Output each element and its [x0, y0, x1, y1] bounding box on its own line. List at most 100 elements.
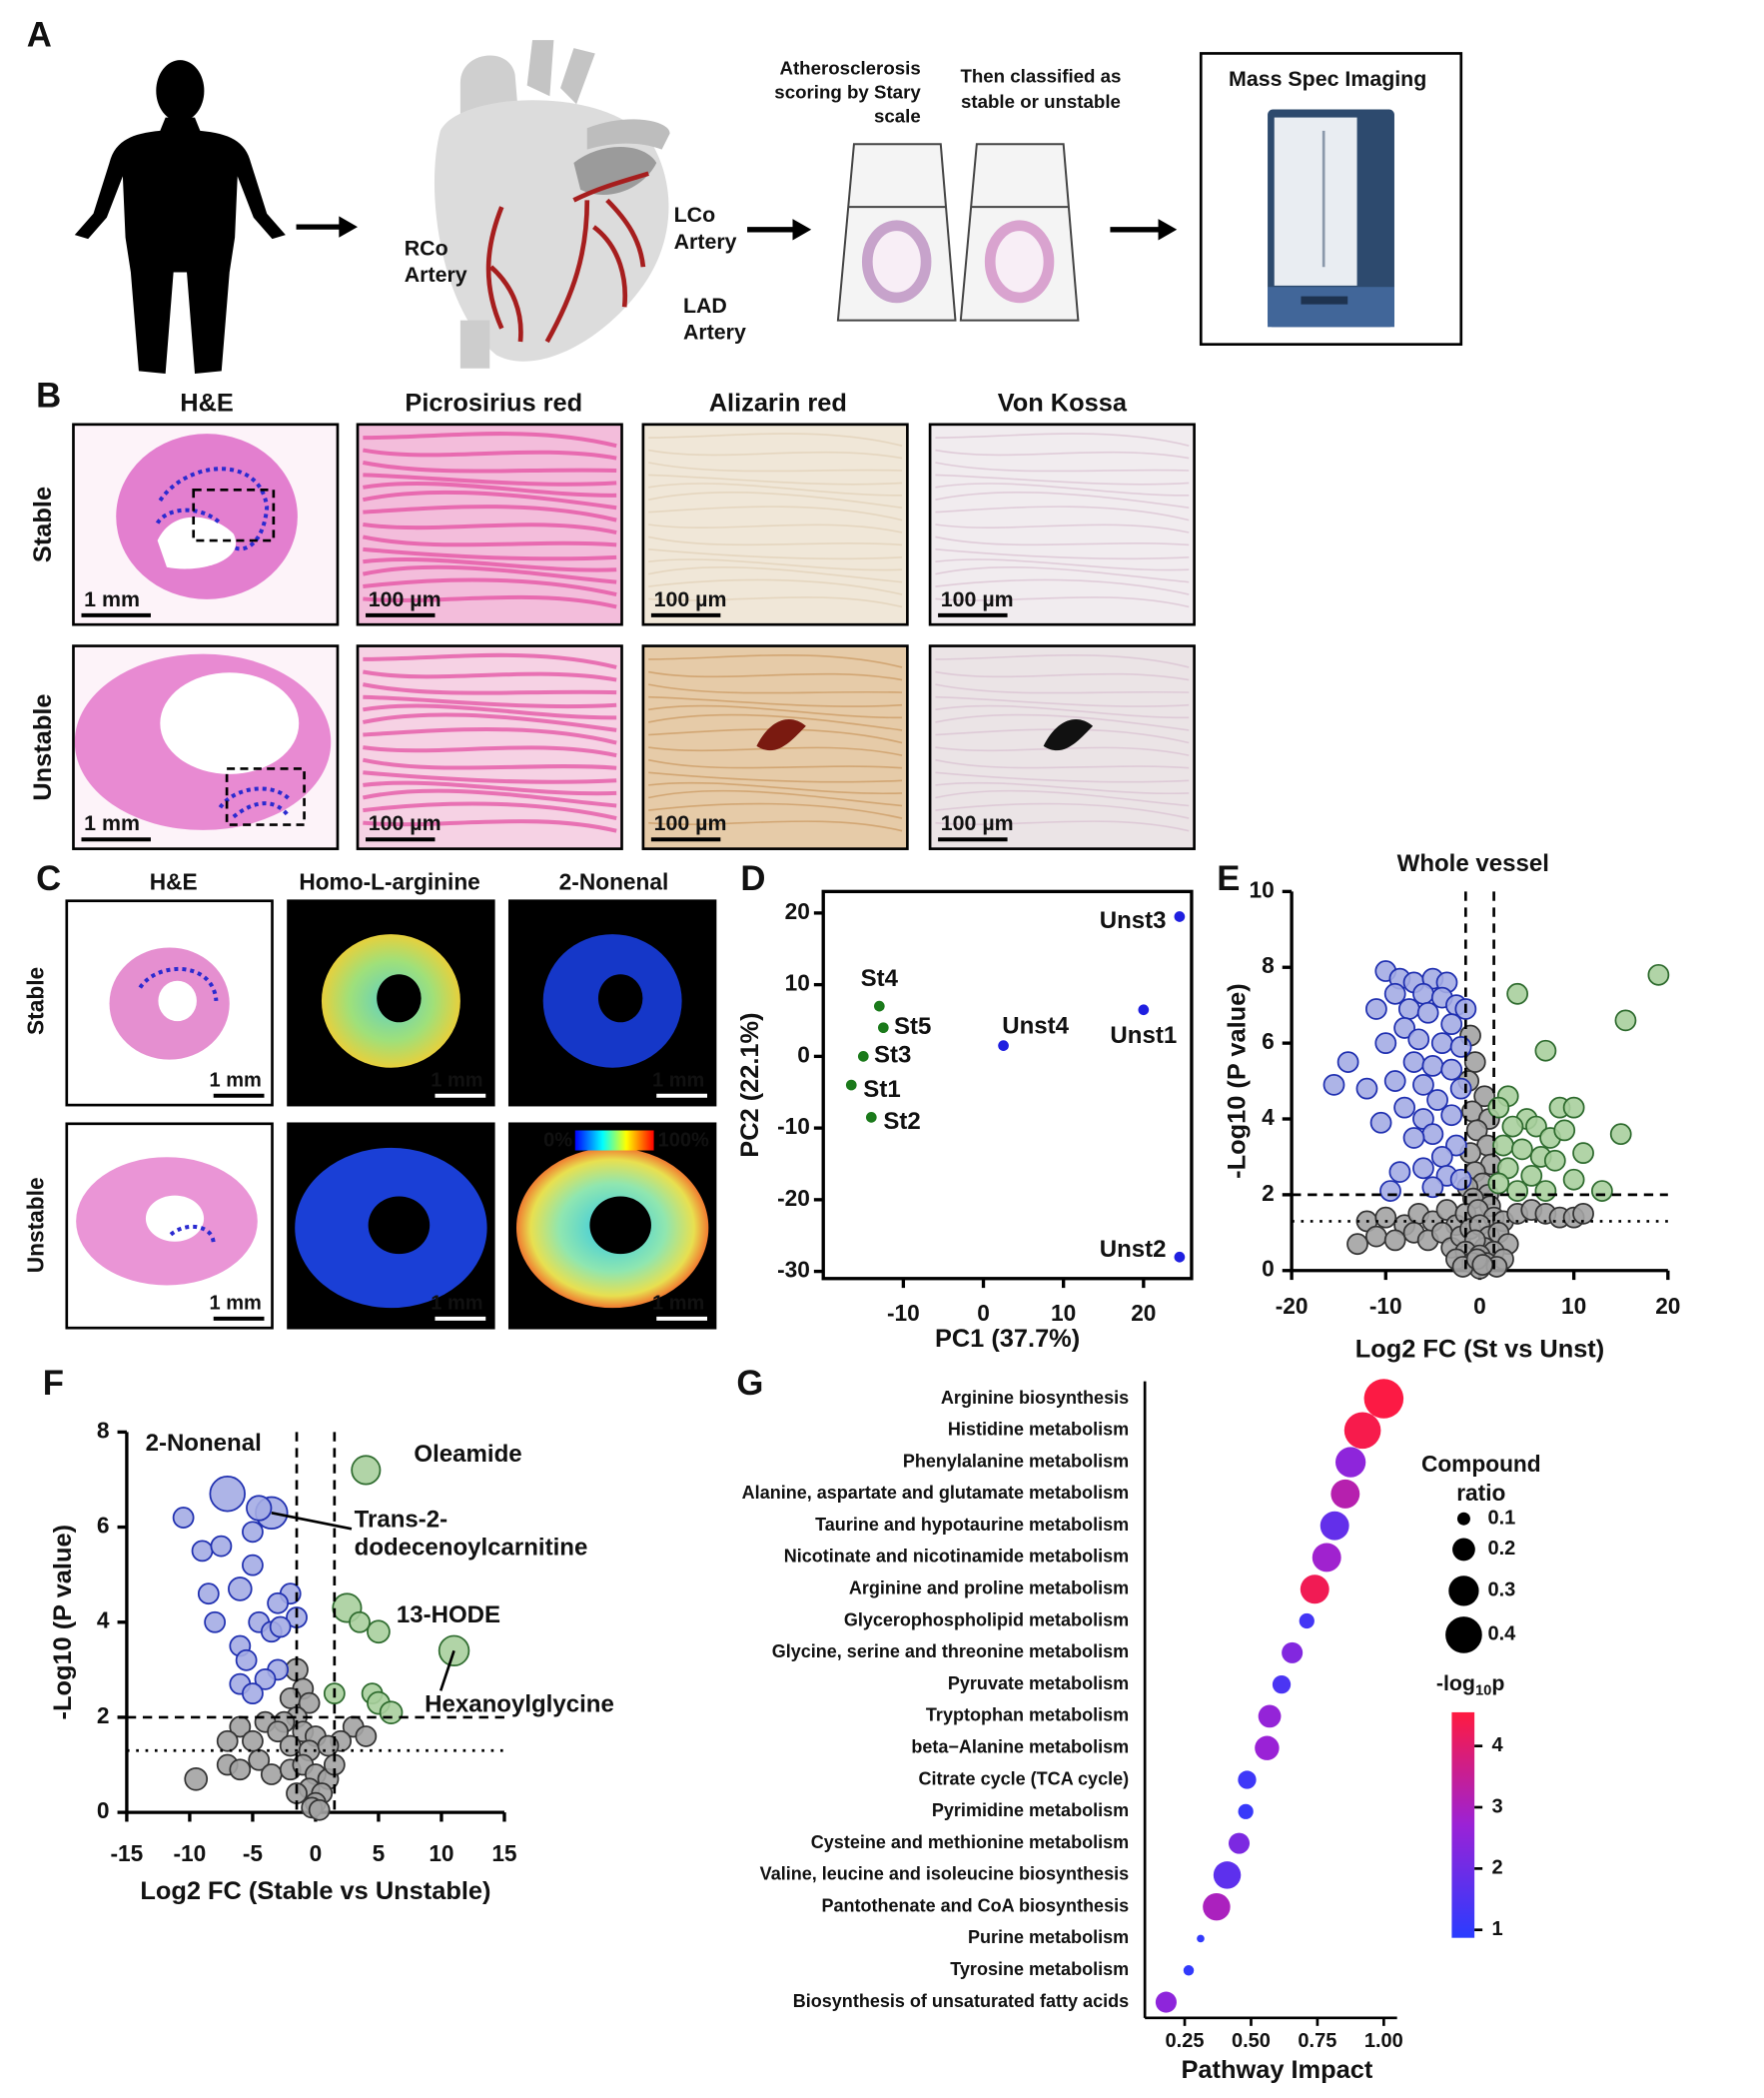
tissue-fiber: [935, 802, 1190, 819]
x-tick-label: 0.25: [1166, 2030, 1205, 2052]
heart-atrium: [573, 146, 657, 195]
point: [1465, 1119, 1488, 1142]
tissue-fiber: [935, 433, 1190, 447]
point: [197, 1582, 220, 1605]
deposit: [1043, 719, 1094, 751]
tissue-fiber: [935, 670, 1190, 681]
leader-line: [271, 1511, 353, 1531]
bubble: [1320, 1511, 1349, 1541]
row-label: Stable: [22, 967, 48, 1035]
y-tick-label: -20: [777, 1185, 810, 1211]
human-head: [156, 60, 205, 122]
tissue-fiber: [935, 492, 1190, 510]
micrograph-frame: [641, 644, 909, 850]
tissue-fiber: [935, 820, 1190, 832]
lumen: [160, 672, 300, 774]
tissue-fiber: [935, 781, 1190, 795]
micrograph: [642, 424, 908, 625]
tissue-fiber: [362, 788, 617, 808]
colorbar: [574, 1130, 654, 1151]
tissue-fiber: [935, 548, 1190, 560]
y-axis-label: -Log10 (P value): [1223, 983, 1251, 1179]
category-label: Arginine biosynthesis: [941, 1388, 1129, 1408]
point: [172, 1507, 195, 1529]
point: [1510, 1138, 1533, 1161]
y-tick-label: 0: [1262, 1256, 1275, 1282]
legend-title: ratio: [1456, 1480, 1505, 1506]
point: [1412, 1073, 1434, 1096]
y-tick-label: 6: [1262, 1028, 1275, 1054]
heart-vessel: [526, 40, 595, 105]
colorbar-label: 2: [1491, 1857, 1502, 1879]
lumen: [157, 517, 237, 569]
slide-tissue: [861, 220, 932, 304]
point: [1543, 1149, 1566, 1172]
tissue-fiber: [362, 461, 617, 474]
tissue-fiber: [648, 548, 903, 560]
tissue-fiber: [363, 727, 617, 745]
tissue-fiber: [648, 433, 903, 447]
point: [1440, 1013, 1463, 1036]
colorbar-label: 3: [1491, 1795, 1502, 1817]
point: [1383, 1070, 1406, 1092]
point: [1449, 1036, 1472, 1058]
tissue-fiber: [935, 789, 1190, 807]
category-label: Tyrosine metabolism: [950, 1959, 1129, 1979]
point-label: 13-HODE: [397, 1601, 500, 1628]
tissue-fiber: [363, 819, 617, 833]
x-tick-label: -20: [1276, 1293, 1309, 1319]
arrow-head: [339, 216, 359, 238]
point: [1449, 1077, 1472, 1100]
bubble: [1299, 1612, 1315, 1629]
point: [865, 1112, 877, 1123]
point: [1562, 1168, 1585, 1191]
point: [1374, 1206, 1397, 1229]
point: [1487, 1096, 1510, 1119]
legend-title: Compound: [1421, 1451, 1541, 1477]
y-tick-label: 8: [1262, 952, 1275, 978]
tissue-fiber: [935, 535, 1190, 546]
instrument-base: [1268, 287, 1394, 328]
legend-symbol: [1452, 1538, 1475, 1562]
x-axis-label: Log2 FC (St vs Unst): [1355, 1336, 1605, 1364]
point-label: Oleamide: [414, 1441, 521, 1468]
legend-title-part: p: [1491, 1671, 1504, 1695]
x-tick-label: 5: [373, 1840, 386, 1866]
panel-label: C: [36, 860, 61, 898]
point: [873, 1000, 885, 1012]
y-tick-label: -10: [777, 1113, 810, 1139]
category-label: Glycerophospholipid metabolism: [844, 1609, 1129, 1629]
tissue-fiber: [648, 758, 903, 769]
point: [210, 1535, 233, 1558]
bubble: [1228, 1832, 1251, 1854]
bubble: [1155, 1991, 1177, 2013]
point: [1421, 1176, 1444, 1199]
row-label: Stable: [29, 487, 57, 562]
x-tick-label: 10: [429, 1840, 453, 1866]
point-label: Unst1: [1110, 1022, 1177, 1049]
bubble: [1343, 1412, 1381, 1450]
point: [1402, 1051, 1425, 1073]
scale-bar-label: 100 µm: [369, 587, 441, 611]
point: [1374, 1032, 1397, 1055]
point: [1336, 1051, 1359, 1073]
tissue-fiber: [363, 694, 617, 709]
artery-label: Artery: [683, 321, 746, 345]
panel-label: A: [27, 17, 52, 55]
arrow-head: [1158, 219, 1178, 241]
tissue-fiber: [935, 524, 1190, 533]
point: [1430, 1032, 1453, 1055]
point: [1402, 1127, 1425, 1149]
bubble: [1312, 1543, 1341, 1573]
tissue-fiber: [648, 802, 903, 819]
leader-line: [439, 1649, 455, 1691]
category-label: Cysteine and methionine metabolism: [811, 1832, 1129, 1852]
x-tick-label: 0: [977, 1300, 990, 1326]
tissue-fiber: [363, 556, 617, 572]
y-tick-label: 0: [797, 1041, 810, 1067]
point: [1525, 1115, 1547, 1138]
point-label: St4: [861, 965, 899, 992]
lumen: [368, 1196, 431, 1255]
